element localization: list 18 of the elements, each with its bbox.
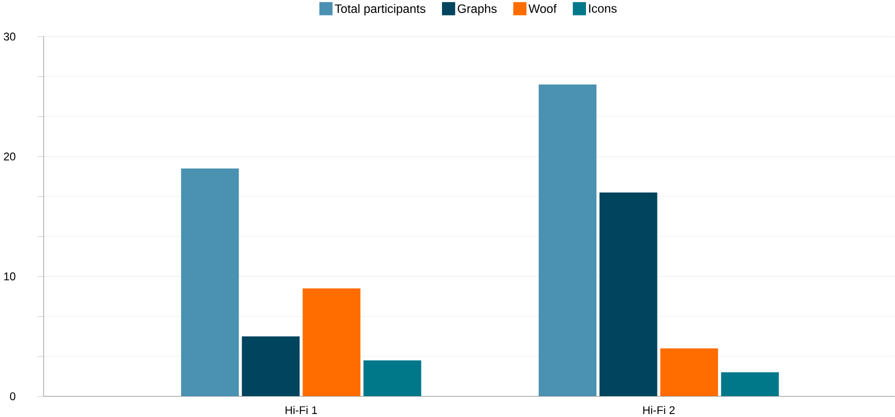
legend-label: Icons: [589, 4, 617, 13]
legend-label: Total participants: [334, 4, 426, 16]
bar: [181, 168, 239, 396]
bar: [721, 372, 779, 396]
y-tick-label: 30: [4, 32, 16, 40]
x-tick-label: Hi-Fi 2: [643, 406, 675, 414]
legend-label: Woof: [528, 4, 557, 13]
bar: [660, 348, 718, 396]
bar: [363, 360, 422, 396]
x-tick-label: Hi-Fi 1: [286, 406, 317, 414]
bar: [538, 84, 596, 396]
y-tick-label: 10: [4, 272, 16, 280]
y-tick-label: 20: [4, 152, 16, 160]
y-tick-label: 0: [10, 392, 16, 400]
bar: [242, 336, 300, 396]
bar: [302, 288, 360, 396]
bar: [599, 192, 658, 396]
legend-label: Graphs: [458, 4, 497, 16]
